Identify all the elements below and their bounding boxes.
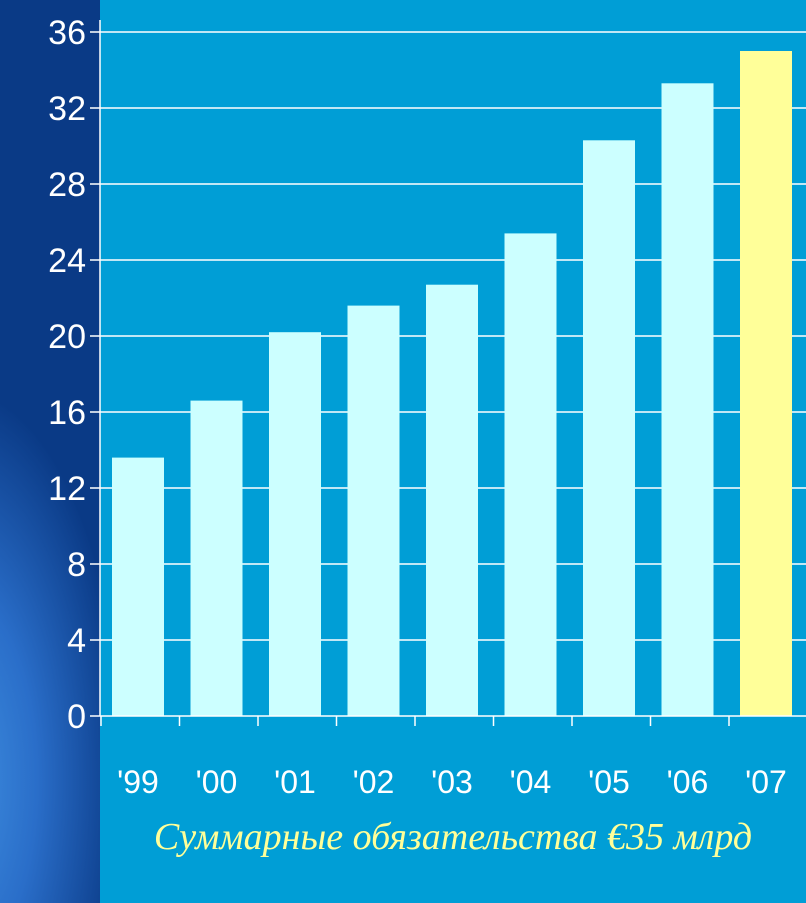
y-tick-label: 16 (48, 394, 86, 432)
y-tick-label: 0 (67, 698, 86, 736)
bar (347, 305, 400, 716)
chart-caption: Суммарные обязательства €35 млрд (153, 816, 753, 858)
bar (740, 51, 792, 716)
bar (112, 457, 164, 716)
x-tick-label: '01 (274, 764, 316, 800)
x-tick-label: '05 (588, 764, 630, 800)
x-tick-label: '00 (196, 764, 238, 800)
x-tick-label: '99 (117, 764, 159, 800)
y-tick-label: 24 (48, 242, 86, 280)
y-tick-label: 12 (48, 470, 86, 508)
bar (190, 400, 243, 716)
bar (504, 233, 557, 716)
bar (269, 332, 321, 716)
x-tick-label: '06 (667, 764, 709, 800)
y-tick-label: 32 (48, 90, 86, 128)
x-tick-label: '07 (745, 764, 787, 800)
y-tick-label: 20 (48, 318, 86, 356)
x-tick-label: '04 (510, 764, 552, 800)
y-tick-label: 36 (48, 14, 86, 52)
bar (661, 83, 714, 717)
y-tick-label: 28 (48, 166, 86, 204)
y-tick-label: 8 (67, 546, 86, 584)
x-tick-label: '03 (431, 764, 473, 800)
x-tick-label: '02 (353, 764, 395, 800)
bar (583, 140, 635, 717)
y-tick-label: 4 (67, 622, 86, 660)
bar (426, 284, 478, 716)
